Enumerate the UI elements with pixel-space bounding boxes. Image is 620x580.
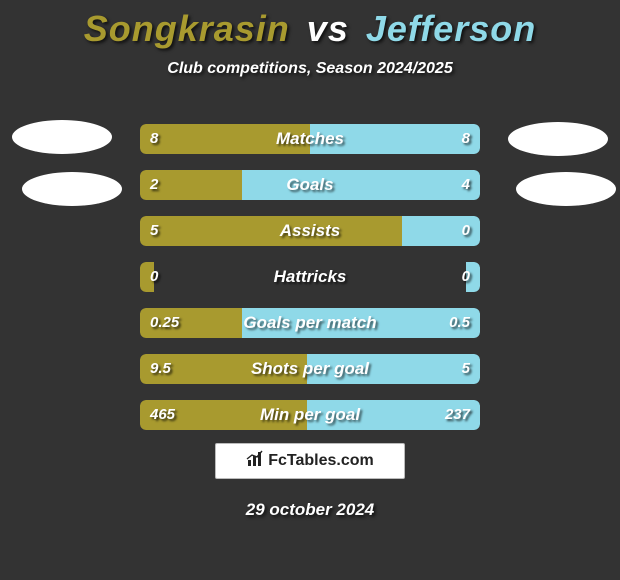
stat-bar-left [140, 124, 310, 154]
stat-row: 9.55Shots per goal [140, 354, 480, 384]
stat-bar-right [242, 170, 480, 200]
subtitle: Club competitions, Season 2024/2025 [0, 60, 620, 78]
player2-logo-placeholder-2 [516, 172, 616, 206]
player2-logo-placeholder-1 [508, 122, 608, 156]
stat-bar-left [140, 262, 154, 292]
stat-bar-right [466, 262, 480, 292]
stat-row: 24Goals [140, 170, 480, 200]
page-title: Songkrasin vs Jefferson [0, 0, 620, 50]
player2-name: Jefferson [366, 8, 536, 49]
stat-bar-right [402, 216, 480, 246]
stat-bar-right [310, 124, 480, 154]
stat-bar-left [140, 400, 307, 430]
stat-bar-left [140, 308, 242, 338]
brand-text: FcTables.com [268, 452, 374, 469]
stat-bar-left [140, 216, 402, 246]
brand-badge: FcTables.com [215, 443, 405, 479]
stat-bar-left [140, 170, 242, 200]
player1-name: Songkrasin [84, 8, 290, 49]
stat-row: 88Matches [140, 124, 480, 154]
stat-row: 0.250.5Goals per match [140, 308, 480, 338]
stat-bar-right [242, 308, 480, 338]
stat-bar-right [307, 400, 480, 430]
stat-bar-left [140, 354, 307, 384]
player1-logo-placeholder-2 [22, 172, 122, 206]
chart-icon [246, 450, 264, 468]
stat-bar-right [307, 354, 480, 384]
stat-row: 00Hattricks [140, 262, 480, 292]
vs-text: vs [307, 8, 349, 49]
stats-bars-container: 88Matches 24Goals 50Assists 00Hattricks 0.25… [140, 124, 480, 446]
player1-logo-placeholder-1 [12, 120, 112, 154]
stat-label: Hattricks [140, 262, 480, 292]
stat-row: 465237Min per goal [140, 400, 480, 430]
stat-row: 50Assists [140, 216, 480, 246]
date-text: 29 october 2024 [0, 500, 620, 520]
